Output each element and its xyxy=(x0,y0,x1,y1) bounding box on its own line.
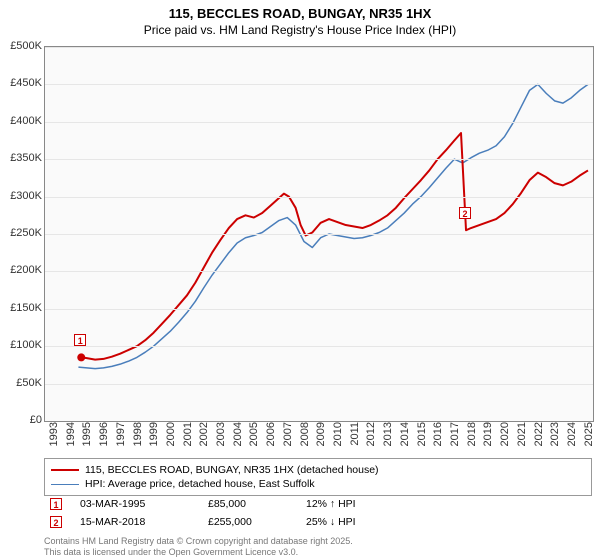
x-tick-label: 2006 xyxy=(265,422,277,446)
series-subject xyxy=(81,133,588,360)
gridline xyxy=(45,234,593,235)
x-tick-label: 2021 xyxy=(516,422,528,446)
y-tick-label: £50K xyxy=(0,377,42,389)
x-tick-label: 2020 xyxy=(499,422,511,446)
x-tick-label: 2009 xyxy=(315,422,327,446)
annotation-date: 03-MAR-1995 xyxy=(80,498,190,510)
annotation-delta: 25% ↓ HPI xyxy=(306,516,356,528)
y-tick-label: £150K xyxy=(0,302,42,314)
annotation-price: £85,000 xyxy=(208,498,288,510)
x-tick-label: 1998 xyxy=(132,422,144,446)
annotation-row-2: 2 15-MAR-2018 £255,000 25% ↓ HPI xyxy=(44,516,592,528)
x-tick-label: 1996 xyxy=(98,422,110,446)
footer-line1: Contains HM Land Registry data © Crown c… xyxy=(44,536,353,547)
sale-point xyxy=(77,353,85,361)
y-tick-label: £0 xyxy=(0,414,42,426)
y-tick-label: £200K xyxy=(0,264,42,276)
legend: 115, BECCLES ROAD, BUNGAY, NR35 1HX (det… xyxy=(44,458,592,496)
legend-label: 115, BECCLES ROAD, BUNGAY, NR35 1HX (det… xyxy=(85,464,379,476)
x-tick-label: 2018 xyxy=(466,422,478,446)
x-tick-label: 2015 xyxy=(416,422,428,446)
y-tick-label: £250K xyxy=(0,227,42,239)
gridline xyxy=(45,346,593,347)
x-tick-label: 1995 xyxy=(81,422,93,446)
legend-swatch xyxy=(51,484,79,485)
y-tick-label: £300K xyxy=(0,190,42,202)
gridline xyxy=(45,122,593,123)
y-tick-label: £500K xyxy=(0,40,42,52)
x-tick-label: 2014 xyxy=(399,422,411,446)
annotation-row-1: 1 03-MAR-1995 £85,000 12% ↑ HPI xyxy=(44,498,592,510)
footer: Contains HM Land Registry data © Crown c… xyxy=(44,536,353,558)
x-tick-label: 2016 xyxy=(432,422,444,446)
x-tick-label: 2013 xyxy=(382,422,394,446)
gridline xyxy=(45,47,593,48)
x-tick-label: 2002 xyxy=(198,422,210,446)
gridline xyxy=(45,197,593,198)
x-tick-label: 1997 xyxy=(115,422,127,446)
footer-line2: This data is licensed under the Open Gov… xyxy=(44,547,353,558)
gridline xyxy=(45,384,593,385)
chart-subtitle: Price paid vs. HM Land Registry's House … xyxy=(0,23,600,39)
plot-area xyxy=(44,46,594,422)
annotation-price: £255,000 xyxy=(208,516,288,528)
x-tick-label: 2017 xyxy=(449,422,461,446)
gridline xyxy=(45,309,593,310)
chart-marker-2: 2 xyxy=(459,207,471,219)
chart-title: 115, BECCLES ROAD, BUNGAY, NR35 1HX xyxy=(0,0,600,23)
x-tick-label: 2007 xyxy=(282,422,294,446)
annotation-delta: 12% ↑ HPI xyxy=(306,498,356,510)
x-tick-label: 2012 xyxy=(365,422,377,446)
x-tick-label: 2010 xyxy=(332,422,344,446)
x-tick-label: 2001 xyxy=(182,422,194,446)
legend-swatch xyxy=(51,469,79,471)
x-tick-label: 2004 xyxy=(232,422,244,446)
annotation-date: 15-MAR-2018 xyxy=(80,516,190,528)
y-tick-label: £400K xyxy=(0,115,42,127)
gridline xyxy=(45,271,593,272)
x-tick-label: 2023 xyxy=(549,422,561,446)
y-tick-label: £450K xyxy=(0,77,42,89)
annotation-marker-2: 2 xyxy=(50,516,62,528)
chart-container: 115, BECCLES ROAD, BUNGAY, NR35 1HX Pric… xyxy=(0,0,600,560)
x-tick-label: 1993 xyxy=(48,422,60,446)
y-tick-label: £350K xyxy=(0,152,42,164)
y-tick-label: £100K xyxy=(0,339,42,351)
x-tick-label: 2024 xyxy=(566,422,578,446)
series-hpi xyxy=(78,84,588,368)
gridline xyxy=(45,159,593,160)
x-tick-label: 2011 xyxy=(349,422,361,446)
x-tick-label: 2005 xyxy=(248,422,260,446)
x-tick-label: 2003 xyxy=(215,422,227,446)
x-tick-label: 2008 xyxy=(299,422,311,446)
x-tick-label: 2022 xyxy=(533,422,545,446)
legend-label: HPI: Average price, detached house, East… xyxy=(85,478,315,490)
legend-row: HPI: Average price, detached house, East… xyxy=(51,477,585,491)
chart-marker-1: 1 xyxy=(74,334,86,346)
legend-row: 115, BECCLES ROAD, BUNGAY, NR35 1HX (det… xyxy=(51,463,585,477)
annotation-marker-1: 1 xyxy=(50,498,62,510)
x-tick-label: 2019 xyxy=(482,422,494,446)
x-tick-label: 2000 xyxy=(165,422,177,446)
x-tick-label: 1994 xyxy=(65,422,77,446)
gridline xyxy=(45,84,593,85)
x-tick-label: 1999 xyxy=(148,422,160,446)
x-tick-label: 2025 xyxy=(583,422,595,446)
